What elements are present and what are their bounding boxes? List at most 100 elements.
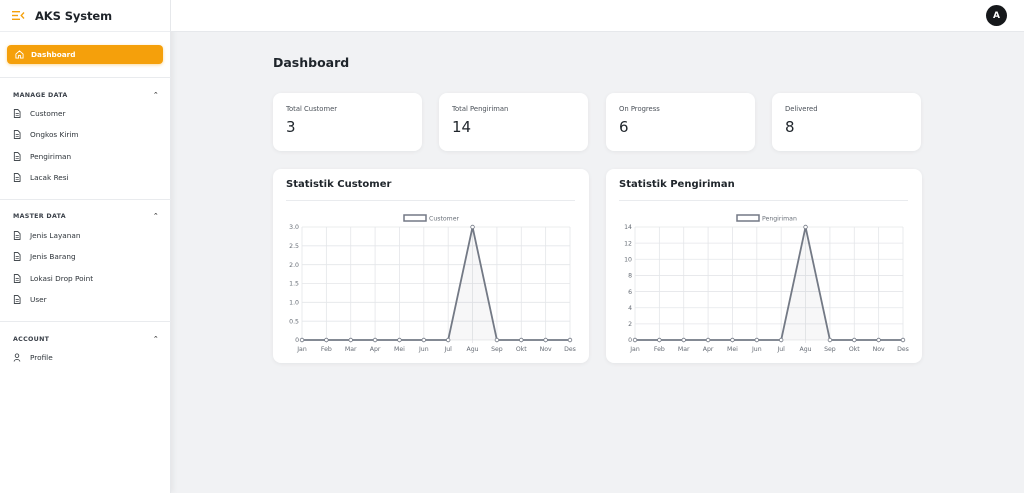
data-point: [372, 337, 378, 343]
data-point: [900, 337, 906, 343]
sidebar-item-pengiriman[interactable]: Pengiriman: [13, 150, 71, 162]
chart-card-pengiriman: Statistik Pengiriman Pengiriman 0 2 4 6 8 10 12…: [606, 169, 922, 363]
x-tick-label: Jun: [751, 346, 762, 353]
x-tick-label: Mar: [345, 346, 357, 353]
data-point: [299, 337, 305, 343]
y-tick-label: 12: [624, 240, 632, 247]
stat-label: On Progress: [619, 105, 660, 113]
sidebar-item-label: Profile: [30, 352, 53, 362]
legend-label: Customer: [429, 216, 460, 223]
topbar: A: [171, 0, 1024, 32]
sidebar-divider: [0, 77, 171, 78]
sidebar-item-label: Pengiriman: [30, 151, 72, 161]
brand: AKS System: [0, 0, 170, 32]
stat-value: 14: [452, 118, 472, 136]
sidebar-item-label: Lokasi Drop Point: [30, 273, 94, 283]
chevron-up-icon[interactable]: ⌃: [152, 91, 159, 99]
y-tick-label: 1.5: [289, 281, 299, 288]
section-heading: MASTER DATA: [13, 212, 66, 220]
avatar[interactable]: A: [986, 5, 1007, 26]
x-tick-label: Nov: [540, 346, 552, 353]
x-tick-label: Agu: [799, 346, 811, 353]
x-tick-label: Feb: [321, 346, 332, 353]
y-tick-label: 2.5: [289, 243, 299, 250]
chart-title: Statistik Pengiriman: [619, 179, 735, 190]
document-icon: [13, 273, 21, 283]
data-point: [445, 337, 451, 343]
page-title: Dashboard: [273, 55, 350, 70]
x-tick-label: Jan: [629, 346, 640, 353]
x-tick-label: Agu: [466, 346, 478, 353]
data-point: [705, 337, 711, 343]
x-tick-label: Jul: [776, 346, 785, 353]
sidebar-item-user[interactable]: User: [13, 293, 47, 305]
data-point: [681, 337, 686, 343]
x-tick-label: Sep: [491, 346, 503, 353]
home-icon: [15, 50, 24, 59]
section-manage-data[interactable]: MANAGE DATA ⌃: [13, 91, 159, 99]
data-point: [803, 224, 808, 230]
sidebar-item-ongkos-kirim[interactable]: Ongkos Kirim: [13, 128, 79, 140]
y-tick-label: 10: [624, 256, 632, 263]
sidebar-item-profile[interactable]: Profile: [13, 351, 53, 363]
x-tick-label: Jan: [296, 346, 307, 353]
sidebar-item-label: Ongkos Kirim: [30, 129, 79, 139]
x-tick-label: Des: [897, 346, 909, 353]
chart-divider: [619, 200, 908, 201]
stat-card-delivered: Delivered 8: [772, 93, 921, 151]
data-point: [852, 337, 857, 343]
series-line: [635, 226, 903, 341]
stat-value: 6: [619, 118, 629, 136]
section-account[interactable]: ACCOUNT ⌃: [13, 335, 159, 343]
data-point: [421, 337, 427, 343]
sidebar-item-label: User: [30, 294, 47, 304]
x-tick-label: Mei: [394, 346, 405, 353]
y-tick-label: 2.0: [289, 262, 299, 269]
chevron-up-icon[interactable]: ⌃: [152, 212, 159, 220]
data-point: [494, 337, 500, 343]
x-tick-label: Des: [564, 346, 576, 353]
document-icon: [13, 251, 21, 261]
sidebar-item-dashboard[interactable]: Dashboard: [7, 45, 163, 64]
sidebar-item-label: Jenis Barang: [30, 251, 76, 261]
x-tick-label: Sep: [824, 346, 836, 353]
sidebar-item-label: Lacak Resi: [30, 172, 69, 182]
y-tick-label: 3.0: [289, 224, 299, 231]
sidebar-divider: [0, 199, 171, 200]
sidebar-item-lacak-resi[interactable]: Lacak Resi: [13, 171, 69, 183]
data-point: [324, 337, 329, 343]
legend-swatch: [403, 214, 427, 222]
series-line: [302, 226, 570, 341]
stat-card-total-customer: Total Customer 3: [273, 93, 422, 151]
sidebar-divider: [0, 321, 171, 322]
data-point: [567, 337, 573, 343]
section-master-data[interactable]: MASTER DATA ⌃: [13, 212, 159, 220]
data-point: [827, 337, 833, 343]
app-title: AKS System: [35, 8, 113, 23]
chevron-up-icon[interactable]: ⌃: [152, 335, 159, 343]
stat-card-total-pengiriman: Total Pengiriman 14: [439, 93, 588, 151]
data-point: [754, 337, 760, 343]
data-point: [632, 337, 638, 343]
document-icon: [13, 151, 21, 161]
stat-label: Total Customer: [286, 105, 338, 113]
data-point: [876, 337, 881, 343]
x-tick-label: Nov: [873, 346, 885, 353]
sidebar-item-label: Jenis Layanan: [30, 230, 81, 240]
y-tick-label: 1.0: [289, 300, 299, 307]
sidebar-item-lokasi-drop-point[interactable]: Lokasi Drop Point: [13, 272, 93, 284]
x-tick-label: Mei: [727, 346, 738, 353]
legend-swatch: [736, 214, 760, 222]
menu-collapse-icon[interactable]: [12, 10, 25, 21]
data-point: [397, 337, 402, 343]
data-point: [778, 337, 784, 343]
sidebar: AKS System Dashboard MANAGE DATA ⌃ Custo…: [0, 0, 171, 493]
sidebar-item-jenis-layanan[interactable]: Jenis Layanan: [13, 229, 80, 241]
y-tick-label: 0: [295, 337, 299, 344]
sidebar-item-customer[interactable]: Customer: [13, 107, 65, 119]
document-icon: [13, 108, 21, 118]
data-point: [543, 337, 548, 343]
customer-line-chart: Customer 0 0.5 1.0 1.5 2.0 2.5 3.0 Jan Feb Mar Apr M…: [289, 214, 576, 353]
sidebar-item-jenis-barang[interactable]: Jenis Barang: [13, 250, 76, 262]
data-point: [470, 224, 475, 230]
